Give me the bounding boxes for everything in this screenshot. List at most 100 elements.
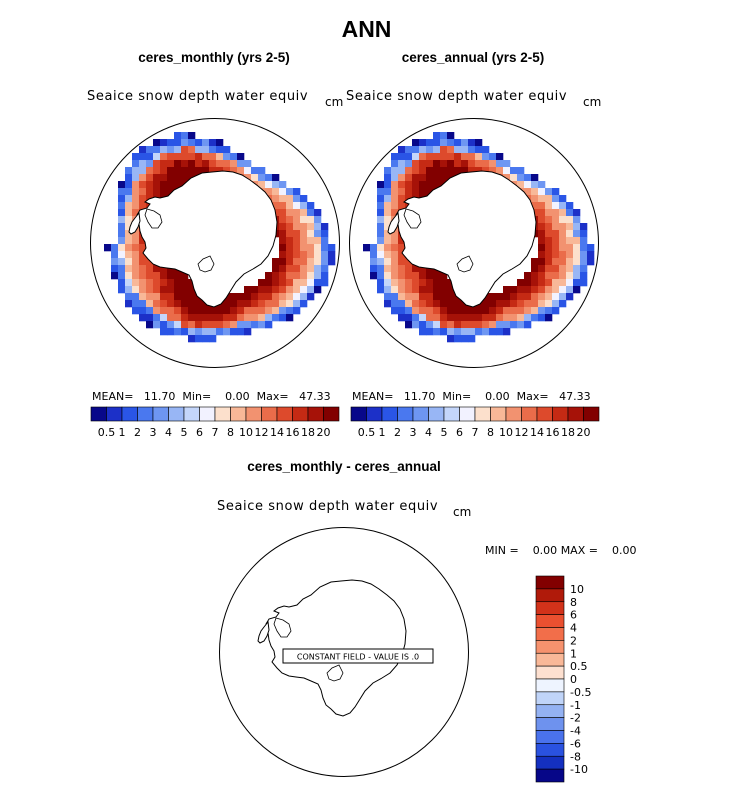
colorbar-tick-label: 5 (181, 426, 188, 439)
colorbar-tick-label: 16 (546, 426, 560, 439)
min-label: Min= (442, 390, 472, 403)
variable-label-monthly: Seaice snow depth water equiv (87, 89, 309, 104)
mean-value: 11.70 (403, 390, 436, 403)
colorbar-tick-label: 4 (165, 426, 172, 439)
diff-colorbar-swatch (535, 768, 565, 783)
colorbar-swatch (261, 406, 278, 422)
colorbar-tick-label: 14 (530, 426, 544, 439)
mean-value: 11.70 (143, 390, 176, 403)
max-value: 47.33 (559, 390, 591, 403)
mean-label: MEAN= (352, 390, 394, 403)
colorbar-swatch (443, 406, 460, 422)
colorbar-tick-label: 3 (410, 426, 417, 439)
svg-text:CONSTANT FIELD - VALUE IS .0: CONSTANT FIELD - VALUE IS .0 (297, 653, 419, 662)
diff-colorbar-tick-label: 8 (570, 596, 577, 609)
colorbar-swatch (474, 406, 491, 422)
colorbar-tick-label: 12 (255, 426, 269, 439)
polar-map-monthly (90, 118, 340, 368)
colorbar-tick-label: 0.5 (98, 426, 116, 439)
diff-colorbar-tick-label: -4 (570, 725, 581, 738)
colorbar-tick-label: 6 (196, 426, 203, 439)
colorbar-swatch (106, 406, 123, 422)
diff-colorbar-swatch (535, 601, 565, 615)
diff-colorbar-swatch (535, 678, 565, 693)
colorbar-tick-label: 8 (487, 426, 494, 439)
colorbar-tick-label: 18 (561, 426, 575, 439)
colorbar-swatch (152, 406, 169, 422)
diff-max-label: MAX = (560, 544, 598, 557)
min-value: 0.00 (225, 390, 250, 403)
diff-colorbar-swatch (535, 717, 565, 731)
colorbar-swatch (567, 406, 584, 422)
colorbar-tick-label: 18 (301, 426, 315, 439)
colorbar-swatch (412, 406, 429, 422)
colorbar-swatch (168, 406, 185, 422)
max-value: 47.33 (299, 390, 331, 403)
max-label: Max= (256, 390, 289, 403)
diff-colorbar-tick-label: -8 (570, 750, 581, 763)
diff-colorbar-tick-label: -1 (570, 699, 581, 712)
diff-colorbar-swatch (535, 627, 565, 641)
diff-colorbar-swatch (535, 665, 565, 680)
colorbar-swatch (276, 406, 293, 422)
min-value: 0.00 (485, 390, 510, 403)
colorbar-tick-label: 16 (286, 426, 300, 439)
diff-panel-title: ceres_monthly - ceres_annual (247, 459, 441, 474)
colorbar-tick-label: 10 (499, 426, 513, 439)
colorbar-tick-label: 4 (425, 426, 432, 439)
diff-colorbar-tick-label: 10 (570, 583, 584, 596)
stats-annual: MEAN= 11.70 Min= 0.00 Max= 47.33 (352, 390, 591, 403)
diff-colorbar-swatch (535, 575, 565, 590)
diff-variable-label: Seaice snow depth water equiv (217, 499, 439, 514)
colorbar-swatch (230, 406, 247, 422)
diff-min-label: MIN = (485, 544, 519, 557)
colorbar-swatch (536, 406, 553, 422)
diff-colorbar-swatch (535, 704, 565, 718)
min-label: Min= (182, 390, 212, 403)
diff-colorbar-swatch (535, 640, 565, 654)
diff-colorbar-tick-label: 0.5 (570, 660, 588, 673)
constant-field-label: CONSTANT FIELD - VALUE IS .0 (282, 648, 434, 664)
colorbar-swatch (350, 406, 367, 422)
colorbar-swatch (490, 406, 507, 422)
stats-monthly: MEAN= 11.70 Min= 0.00 Max= 47.33 (92, 390, 331, 403)
diff-colorbar-tick-label: -10 (570, 763, 588, 776)
diff-units-label: cm (453, 505, 472, 519)
diff-colorbar-tick-label: 1 (570, 647, 577, 660)
diff-colorbar-tick-label: 2 (570, 634, 577, 647)
colorbar-swatch (323, 406, 340, 422)
panel-title-monthly: ceres_monthly (yrs 2-5) (138, 50, 290, 65)
variable-label-annual: Seaice snow depth water equiv (346, 89, 568, 104)
colorbar-swatch (397, 406, 414, 422)
colorbar-tick-label: 1 (379, 426, 386, 439)
colorbar-swatch (459, 406, 476, 422)
colorbar-swatch (199, 406, 216, 422)
colorbar-swatch (183, 406, 200, 422)
colorbar-swatch (366, 406, 383, 422)
colorbar-swatch (121, 406, 138, 422)
colorbar-tick-label: 8 (227, 426, 234, 439)
colorbar-tick-label: 2 (134, 426, 141, 439)
colorbar-swatch (583, 406, 600, 422)
diff-colorbar-swatch (535, 652, 565, 667)
diff-max-value: 0.00 (611, 544, 637, 557)
colorbar-swatch (505, 406, 522, 422)
diff-colorbar-swatch (535, 743, 565, 757)
diff-colorbar-tick-label: 6 (570, 609, 577, 622)
colorbar-tick-label: 3 (150, 426, 157, 439)
colorbar-swatch (292, 406, 309, 422)
diff-colorbar-swatch (535, 755, 565, 770)
diff-colorbar-tick-label: -2 (570, 712, 581, 725)
colorbar-tick-label: 6 (456, 426, 463, 439)
colorbar-tick-label: 10 (239, 426, 253, 439)
colorbar-tick-label: 20 (317, 426, 331, 439)
colorbar-tick-label: 7 (472, 426, 479, 439)
colorbar-swatch (552, 406, 569, 422)
units-label-annual: cm (583, 95, 602, 109)
colorbar-tick-label: 20 (577, 426, 591, 439)
colorbar-tick-label: 0.5 (358, 426, 376, 439)
colorbar-swatch (90, 406, 107, 422)
colorbar-monthly: 0.5 1 2 3 4 5 6 7 8 10 12 14 16 18 20 (90, 406, 340, 439)
units-label-monthly: cm (325, 95, 344, 109)
mean-label: MEAN= (92, 390, 134, 403)
